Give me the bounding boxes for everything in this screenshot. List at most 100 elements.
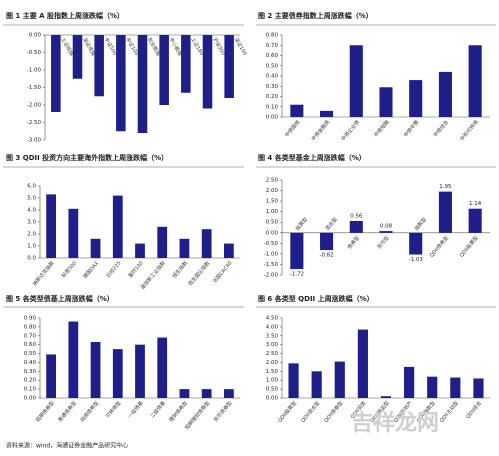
bar [137, 35, 148, 133]
x-tick-label: 日经225 [105, 260, 123, 279]
x-tick-label: 富时100 [127, 260, 145, 279]
watermark: 吉祥龙网 [351, 410, 439, 436]
source-note: 资料来源：wind，海通证券金融产品研究中心 [6, 442, 128, 450]
x-tick-label: 中债金融债 [310, 119, 331, 143]
y-tick-label: 4.00 [266, 324, 279, 330]
y-tick-label: 0.40 [266, 74, 279, 80]
bar [179, 389, 190, 398]
bar [179, 238, 190, 258]
x-tick-label: 标普500 [60, 260, 78, 279]
bar [438, 191, 452, 233]
x-tick-label: QDII股票型 [276, 400, 298, 424]
y-tick-label: 0.30 [24, 369, 37, 375]
y-tick-label: 0.90 [24, 316, 37, 322]
x-tick-label: 纳斯达克指数 [31, 260, 56, 287]
bar [202, 35, 213, 109]
bar [334, 361, 345, 398]
bar [468, 208, 482, 233]
y-tick-label: 4.50 [266, 316, 279, 322]
bar [112, 195, 123, 258]
bar [379, 87, 393, 117]
y-tick-label: 3.50 [266, 333, 279, 339]
y-tick-label: 0.50 [266, 220, 279, 226]
bar [290, 232, 304, 270]
x-tick-label: 中债企业债 [340, 119, 361, 143]
bar [427, 376, 438, 398]
y-tick-label: 0.70 [24, 333, 37, 339]
bar [409, 232, 423, 255]
y-tick-label: 2.50 [266, 351, 279, 357]
value-label: -0.82 [319, 253, 333, 259]
value-label: -1.72 [290, 272, 304, 278]
x-tick-label: 中债国债 [283, 119, 301, 139]
bar [181, 35, 191, 93]
value-label: -1.03 [409, 257, 424, 263]
value-label: 0.56 [350, 213, 363, 219]
y-tick-label: 0.60 [266, 53, 279, 59]
chart-title: 图 6 各类型 QDII 上周涨跌幅（%） [258, 294, 374, 303]
bar [320, 110, 334, 117]
y-tick-label: 0.00 [266, 396, 279, 402]
x-tick-label: 混合型 [324, 216, 339, 232]
y-tick-label: 5.0 [27, 196, 36, 202]
y-tick-label: 1.50 [266, 369, 279, 375]
y-tick-label: 0.20 [24, 378, 37, 384]
y-tick-label: 0.50 [266, 387, 279, 393]
y-tick-label: 1.50 [266, 199, 279, 205]
y-tick-label: -2.00 [264, 273, 279, 279]
bar [201, 229, 212, 258]
bar [450, 377, 461, 398]
y-tick-label: 4.0 [27, 208, 36, 214]
x-tick-label: 法国CAC40 [211, 260, 234, 285]
y-tick-label: 0.00 [29, 33, 42, 39]
x-tick-label: 债券型 [346, 235, 361, 251]
y-tick-label: 2.00 [266, 188, 279, 194]
y-tick-label: 0.40 [24, 360, 37, 366]
x-tick-label: 股票型 [294, 216, 309, 232]
bar [438, 71, 452, 117]
x-tick-label: QDII债券型 [323, 400, 345, 424]
y-tick-label: 2.50 [266, 178, 279, 184]
y-tick-label: -0.50 [27, 50, 42, 56]
bar [135, 243, 145, 258]
y-tick-label: -1.50 [264, 262, 279, 268]
x-tick-label: QDII综合 [464, 400, 483, 420]
bar [311, 371, 322, 398]
x-tick-label: QDII股票型 [458, 235, 480, 259]
y-tick-label: -0.50 [264, 241, 279, 247]
x-tick-label: QDII债券型 [428, 235, 450, 259]
bar [473, 378, 484, 398]
y-tick-label: 0.70 [266, 43, 279, 49]
y-tick-label: 1.00 [266, 209, 279, 215]
bar [349, 45, 363, 117]
y-tick-label: 0.00 [24, 396, 37, 402]
y-tick-label: -1.00 [264, 251, 279, 257]
value-label: 1.95 [439, 184, 452, 190]
x-tick-label: 可转债型 [104, 400, 122, 420]
bar [68, 208, 79, 258]
bar [46, 354, 56, 398]
bar [68, 321, 79, 398]
y-tick-label: 0.00 [266, 115, 279, 121]
x-tick-label: 纯债债券型 [79, 400, 100, 424]
bar [409, 80, 423, 117]
y-tick-label: 0.50 [266, 63, 279, 69]
bar [72, 35, 83, 79]
x-tick-label: 货币债券型 [212, 400, 233, 424]
chart-title: 图 5 各类型债基上周涨跌幅（%） [6, 294, 114, 303]
x-tick-label: 二级债基 [149, 400, 167, 420]
value-label: 1.14 [469, 201, 482, 207]
x-tick-label: 货币型 [376, 235, 391, 251]
x-tick-label: 理财债券型 [168, 400, 189, 424]
bar [320, 232, 334, 251]
bar [46, 194, 56, 258]
x-tick-label: 中债中票 [402, 119, 420, 139]
y-tick-label: 0.80 [266, 33, 279, 39]
bar [159, 35, 169, 105]
y-tick-label: -1.00 [27, 68, 42, 74]
bar [201, 389, 212, 398]
bar [224, 243, 234, 258]
bar [90, 342, 101, 398]
chart-title: 图 1 主要 A 股指数上周涨跌幅（%） [6, 11, 124, 20]
